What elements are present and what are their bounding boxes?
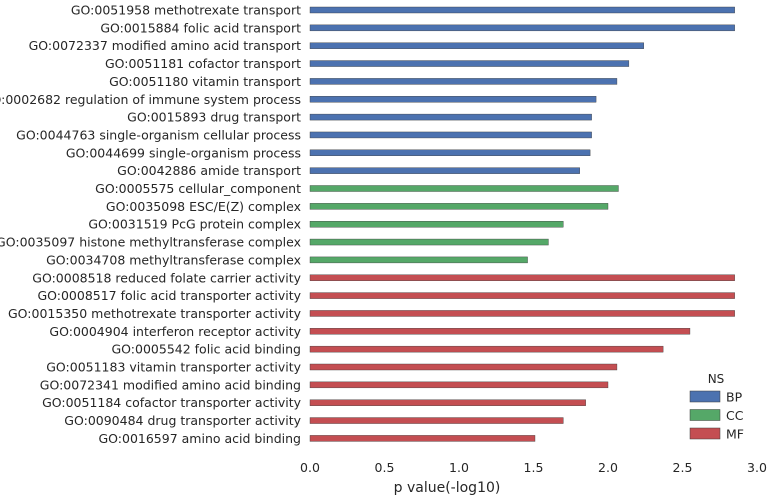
x-tick-label: 1.5: [524, 460, 544, 475]
bar-12: [309, 203, 609, 210]
y-tick-label: GO:0051958 methotrexate transport: [71, 3, 301, 18]
bar-23: [309, 399, 586, 406]
legend-label-cc: CC: [726, 408, 744, 423]
bar-16: [309, 274, 735, 281]
y-tick-label: GO:0051180 vitamin transport: [109, 74, 301, 89]
bar-6: [309, 96, 597, 103]
y-tick-label: GO:0090484 drug transporter activity: [64, 413, 301, 428]
y-tick-label: GO:0008518 reduced folate carrier activi…: [32, 270, 301, 285]
legend-swatch-bp: [689, 390, 721, 403]
x-tick-labels: 0.0 0.5 1.0 1.5 2.0 2.5 3.0: [300, 460, 767, 475]
y-tick-label: GO:0044763 single-organism cellular proc…: [16, 127, 301, 142]
bar-10: [309, 167, 580, 174]
bar-5: [309, 78, 618, 85]
bar-25: [309, 435, 536, 442]
bar-11: [309, 185, 619, 192]
y-tick-label: GO:0002682 regulation of immune system p…: [0, 92, 301, 107]
y-tick-label: GO:0005542 folic acid binding: [111, 342, 301, 357]
y-tick-label: GO:0034708 methyltransferase complex: [46, 252, 301, 267]
legend-title: NS: [708, 372, 725, 386]
bar-15: [309, 256, 528, 264]
x-tick-label: 3.0: [747, 460, 767, 475]
bars-layer: [309, 6, 735, 442]
bar-8: [309, 131, 592, 139]
bar-19: [309, 328, 691, 335]
y-tick-label: GO:0035097 histone methyltransferase com…: [0, 235, 301, 250]
y-tick-label: GO:0005575 cellular_component: [95, 181, 301, 196]
legend-label-mf: MF: [726, 427, 744, 442]
x-tick-label: 1.0: [449, 460, 469, 475]
bar-20: [309, 345, 664, 353]
bar-7: [309, 113, 592, 121]
y-tick-label: GO:0072337 modified amino acid transport: [29, 38, 301, 53]
bar-9: [309, 149, 591, 157]
bar-1: [309, 6, 735, 14]
bar-22: [309, 381, 609, 389]
bar-3: [309, 42, 644, 49]
y-tick-label: GO:0008517 folic acid transporter activi…: [37, 288, 301, 303]
x-tick-label: 0.0: [300, 460, 320, 475]
legend-swatch-mf: [689, 427, 721, 440]
legend-entries: BP CC MF: [689, 390, 744, 442]
bar-24: [309, 417, 564, 424]
x-tick-label: 2.5: [673, 460, 693, 475]
x-axis-label: p value(-log10): [394, 480, 501, 496]
x-tick-label: 2.0: [598, 460, 618, 475]
y-tick-label: GO:0051181 cofactor transport: [105, 56, 301, 71]
legend: NS BP CC MF: [689, 372, 744, 442]
bar-13: [309, 220, 564, 228]
y-tick-label: GO:0051184 cofactor transporter activity: [42, 395, 302, 410]
bar-2: [309, 24, 735, 32]
y-tick-label: GO:0035098 ESC/E(Z) complex: [106, 199, 301, 214]
bar-21: [309, 363, 618, 371]
y-tick-label: GO:0031519 PcG protein complex: [88, 217, 301, 232]
x-tick-label: 0.5: [375, 460, 395, 475]
y-tick-label: GO:0072341 modified amino acid binding: [40, 377, 301, 392]
legend-swatch-cc: [689, 409, 721, 421]
y-tick-label: GO:0042886 amide transport: [117, 163, 301, 178]
bar-17: [309, 292, 735, 299]
y-tick-label: GO:0016597 amino acid binding: [98, 431, 301, 446]
y-tick-label: GO:0004904 interferon receptor activity: [49, 324, 301, 339]
y-tick-label: GO:0015350 methotrexate transporter acti…: [8, 306, 302, 321]
bar-18: [309, 310, 735, 317]
y-tick-label: GO:0051183 vitamin transporter activity: [46, 360, 301, 375]
y-tick-label: GO:0015893 drug transport: [127, 110, 301, 125]
bar-4: [309, 60, 630, 67]
y-tick-label: GO:0044699 single-organism process: [66, 145, 301, 160]
bar-14: [309, 238, 549, 246]
y-tick-label: GO:0015884 folic acid transport: [100, 20, 301, 35]
y-tick-labels: GO:0051958 methotrexate transport GO:0015…: [0, 3, 302, 446]
legend-label-bp: BP: [726, 390, 743, 405]
